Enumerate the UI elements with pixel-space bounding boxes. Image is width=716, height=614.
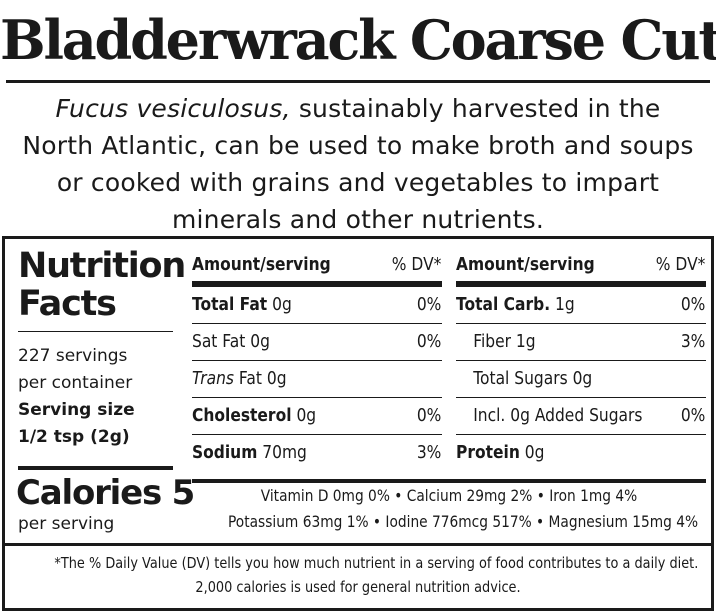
serving-size-value: 1/2 tsp (2g) (18, 427, 130, 447)
footnote-line-2: 2,000 calories is used for general nutri… (195, 578, 521, 596)
nutrient-row-added-sugars: Incl. 0g Added Sugars 0% (456, 398, 705, 434)
row-rule (456, 323, 706, 324)
servings-label: per container (18, 373, 133, 393)
latin-name: Fucus vesiculosus, (55, 94, 291, 123)
nutrient-dv: 0% (680, 294, 706, 315)
row-rule (192, 397, 442, 398)
servings-per-container: 227 servings per container (18, 343, 178, 397)
nutrient-label-rest: Added Sugars (534, 405, 643, 426)
nutrient-label: Incl. 0g (473, 405, 530, 426)
column-header: Amount/serving % DV* (192, 249, 441, 281)
nutrient-amount: 1g (555, 294, 575, 315)
nutrient-row-total-fat: Total Fat 0g 0% (192, 287, 441, 323)
nutrient-dv: 0% (416, 294, 442, 315)
heading-divider (18, 331, 173, 332)
nutrient-amount: 0g (250, 331, 270, 352)
nutrition-facts-heading: Nutrition Facts (18, 246, 186, 324)
nutrient-amount: 0g (266, 368, 287, 389)
nutrition-facts-panel: Nutrition Facts 227 servings per contain… (2, 236, 714, 611)
row-rule (456, 360, 706, 361)
nutrient-label: Fiber (473, 331, 511, 352)
vitamins-divider (192, 479, 706, 483)
nutrient-row-total-sugars: Total Sugars 0g (456, 361, 705, 397)
column-header: Amount/serving % DV* (456, 249, 705, 281)
nutrient-row-protein: Protein 0g (456, 435, 705, 471)
nutrient-label: Total Carb. (456, 294, 551, 315)
nutrient-label: Protein (456, 442, 520, 463)
nutrient-label: Sodium (192, 442, 258, 463)
product-description: Fucus vesiculosus, sustainably harvested… (0, 90, 716, 238)
footnote-line-1: *The % Daily Value (DV) tells you how mu… (54, 554, 699, 572)
nutrient-row-trans-fat: Trans Fat 0g (192, 361, 441, 397)
nutrient-label: Trans (192, 368, 234, 389)
nutrient-label: Cholesterol (192, 405, 292, 426)
nutrient-amount: 0g (524, 442, 545, 463)
product-title: Bladderwrack Coarse Cut (0, 8, 716, 72)
amount-header: Amount/serving (456, 254, 595, 275)
per-serving-label: per serving (18, 514, 115, 534)
nutrient-dv: 3% (416, 442, 442, 463)
nutrient-row-cholesterol: Cholesterol 0g 0% (192, 398, 441, 434)
calories-divider (18, 466, 173, 470)
nutrient-row-sat-fat: Sat Fat 0g 0% (192, 324, 441, 360)
serving-size-label: Serving size (18, 400, 135, 420)
row-rule (456, 397, 706, 398)
nutrient-label: Total Fat (192, 294, 268, 315)
header-rule (456, 281, 706, 287)
vitamins-minerals: Vitamin D 0mg 0% • Calcium 29mg 2% • Iro… (192, 483, 706, 535)
nutrient-amount: 1g (515, 331, 536, 352)
dv-header: % DV* (655, 254, 706, 275)
serving-size: Serving size 1/2 tsp (2g) (18, 397, 178, 451)
nutrient-dv: 0% (416, 405, 442, 426)
nutrient-dv: 0% (416, 331, 442, 352)
nutrient-row-sodium: Sodium 70mg 3% (192, 435, 441, 471)
heading-facts: Facts (18, 284, 117, 324)
row-rule (456, 434, 706, 435)
nutrient-amount: 0g (272, 294, 292, 315)
nutrient-dv: 0% (680, 405, 706, 426)
amount-header: Amount/serving (192, 254, 331, 275)
description-line-4: minerals and other nutrients. (171, 205, 545, 234)
description-line-1-rest: sustainably harvested in the (290, 94, 661, 123)
row-rule (192, 434, 442, 435)
description-line-1: Fucus vesiculosus, sustainably harvested… (0, 90, 716, 127)
nutrient-column-right: Amount/serving % DV* Total Carb. 1g 0% F… (456, 249, 706, 471)
servings-count: 227 servings (18, 346, 128, 366)
heading-nutrition: Nutrition (18, 246, 186, 286)
description-line-3: or cooked with grains and vegetables to … (56, 168, 660, 197)
description-line-2: North Atlantic, can be used to make brot… (22, 131, 694, 160)
daily-value-footnote: *The % Daily Value (DV) tells you how mu… (5, 551, 711, 599)
header-rule (192, 281, 442, 287)
row-rule (192, 360, 442, 361)
nutrient-dv: 3% (680, 331, 706, 352)
nutrient-label: Sat Fat (192, 331, 246, 352)
vitamins-line-1: Vitamin D 0mg 0% • Calcium 29mg 2% • Iro… (260, 486, 638, 505)
title-divider (6, 80, 710, 83)
row-rule (192, 323, 442, 324)
nutrient-amount: 0g (296, 405, 317, 426)
nutrient-amount: 0g (572, 368, 593, 389)
nutrient-amount: 70mg (262, 442, 307, 463)
nutrient-row-fiber: Fiber 1g 3% (456, 324, 705, 360)
vitamins-line-2: Potassium 63mg 1% • Iodine 776mcg 517% •… (227, 512, 699, 531)
nutrient-column-left: Amount/serving % DV* Total Fat 0g 0% Sat… (192, 249, 442, 471)
footnote-divider (5, 543, 711, 546)
nutrient-label: Total Sugars (473, 368, 568, 389)
dv-header: % DV* (391, 254, 442, 275)
nutrient-row-total-carb: Total Carb. 1g 0% (456, 287, 705, 323)
calories-value: Calories 5 (16, 473, 195, 513)
nutrient-label-rest: Fat (233, 368, 262, 389)
